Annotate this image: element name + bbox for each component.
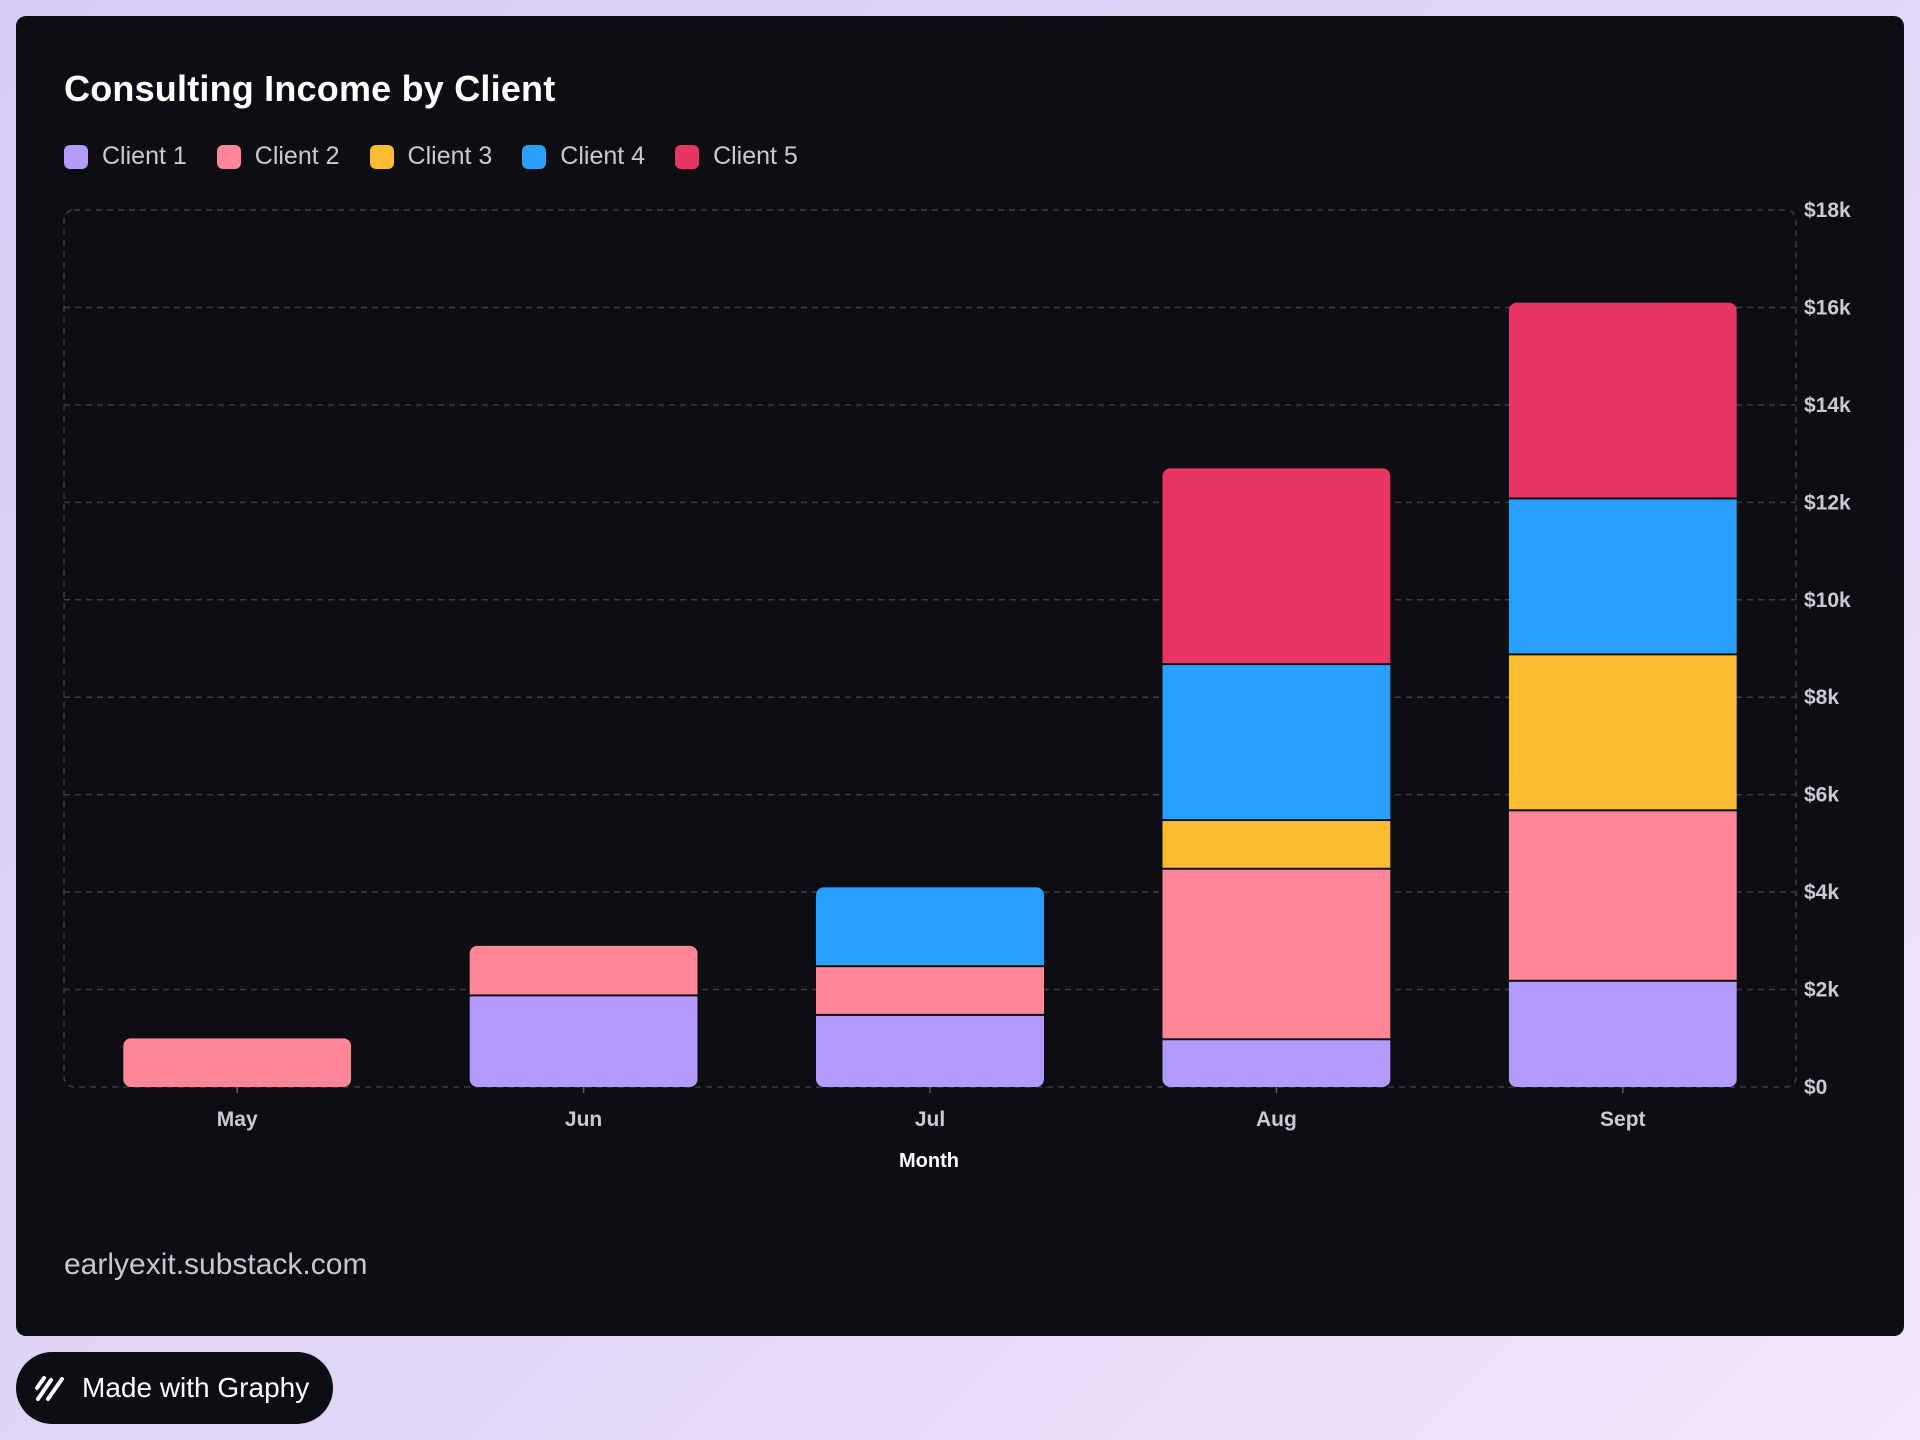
x-tick-label-aug: Aug: [1256, 1108, 1297, 1131]
legend-swatch-client-1: [64, 144, 88, 169]
gridlines: [63, 209, 1797, 1088]
legend-label-client-5: Client 5: [713, 142, 798, 170]
bar-jul-client-2[interactable]: [816, 967, 1044, 1014]
bar-aug-client-3[interactable]: [1162, 821, 1391, 868]
bar-sept-client-2[interactable]: [1508, 811, 1737, 980]
x-tick-label-may: May: [217, 1108, 258, 1131]
bar-stack-aug: [1162, 468, 1391, 1087]
bar-aug-client-4[interactable]: [1162, 665, 1391, 820]
x-tick-label-jun: Jun: [565, 1108, 602, 1131]
legend-item-client-2[interactable]: Client 2: [216, 142, 340, 171]
y-tick-label: $2k: [1804, 979, 1839, 1002]
y-tick-label: $6k: [1804, 784, 1839, 807]
legend-swatch-client-5: [675, 144, 700, 169]
bar-sept-client-3[interactable]: [1508, 655, 1737, 810]
chart-legend: Client 1 Client 2 Client 3 Client 4 Clie…: [64, 142, 798, 171]
bars: [123, 302, 1737, 1087]
bar-jun-client-2[interactable]: [469, 945, 698, 995]
x-axis-title: Month: [899, 1150, 959, 1172]
bar-may-client-2[interactable]: [123, 1038, 352, 1087]
legend-item-client-5[interactable]: Client 5: [675, 142, 798, 171]
y-tick-label: $18k: [1804, 199, 1851, 222]
x-axis-ticks: May Jun Jul Aug Sept: [217, 1087, 1646, 1131]
y-tick-label: $10k: [1804, 589, 1851, 612]
made-with-graphy-button[interactable]: Made with Graphy: [16, 1352, 334, 1424]
legend-label-client-3: Client 3: [407, 142, 493, 170]
bar-sept-client-4[interactable]: [1508, 499, 1737, 654]
chart-card: Consulting Income by Client Client 1 Cli…: [16, 16, 1904, 1336]
legend-label-client-1: Client 1: [102, 142, 187, 170]
legend-label-client-2: Client 2: [254, 142, 340, 170]
x-tick-label-sept: Sept: [1600, 1108, 1646, 1131]
legend-item-client-4[interactable]: Client 4: [522, 142, 645, 171]
y-tick-label: $14k: [1804, 394, 1851, 417]
chart-title: Consulting Income by Client: [64, 68, 556, 109]
y-tick-label: $0: [1804, 1076, 1827, 1099]
legend-swatch-client-4: [522, 144, 547, 169]
bar-jul-client-4[interactable]: [816, 887, 1044, 966]
bar-stack-sept: [1508, 302, 1737, 1087]
legend-item-client-1[interactable]: Client 1: [64, 142, 187, 171]
bar-sept-client-1[interactable]: [1508, 981, 1737, 1087]
legend-item-client-3[interactable]: Client 3: [369, 142, 493, 171]
source-watermark: earlyexit.substack.com: [64, 1248, 368, 1281]
bar-jun-client-1[interactable]: [469, 996, 698, 1087]
graphy-logo-icon: [34, 1374, 66, 1402]
bar-stack-jun: [469, 945, 698, 1087]
legend-label-client-4: Client 4: [560, 142, 646, 170]
y-tick-label: $8k: [1804, 686, 1839, 709]
y-tick-label: $16k: [1804, 296, 1851, 319]
bar-stack-jul: [816, 887, 1044, 1087]
y-tick-label: $12k: [1804, 491, 1851, 514]
legend-swatch-client-3: [369, 144, 394, 169]
bar-aug-client-2[interactable]: [1162, 869, 1391, 1039]
bar-aug-client-1[interactable]: [1162, 1040, 1391, 1087]
legend-swatch-client-2: [216, 144, 241, 169]
x-tick-label-jul: Jul: [915, 1108, 945, 1131]
y-axis-ticks: $0 $2k $4k $6k $8k $10k $12k $14k $16k $18k: [1804, 199, 1851, 1099]
stacked-bar-chart: $0 $2k $4k $6k $8k $10k $12k $14k $16k $18k May Ju…: [63, 199, 1851, 1172]
bar-sept-client-5[interactable]: [1508, 302, 1737, 498]
bar-aug-client-5[interactable]: [1162, 468, 1391, 664]
badge-label: Made with Graphy: [82, 1372, 310, 1403]
y-tick-label: $4k: [1804, 881, 1839, 904]
bar-stack-may: [123, 1038, 352, 1087]
bar-jul-client-1[interactable]: [816, 1015, 1044, 1087]
